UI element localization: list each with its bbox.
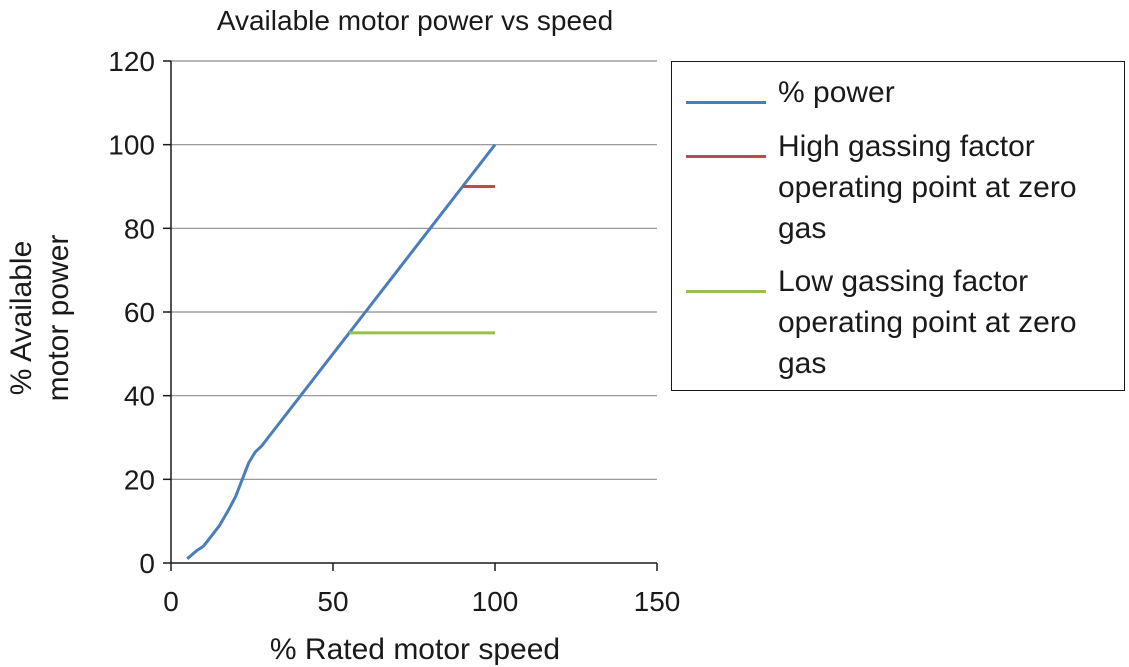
legend: % power High gassing factor operating po… (671, 61, 1125, 391)
y-tick-label-100: 100 (108, 130, 155, 161)
y-tick-label-40: 40 (124, 381, 155, 412)
y-tick-label-0: 0 (139, 548, 155, 579)
legend-swatch-high-gassing (686, 155, 766, 158)
x-axis-label: % Rated motor speed (270, 633, 560, 666)
legend-entry-high-gassing: High gassing factor operating point at z… (686, 126, 1116, 249)
legend-label-low-gassing: Low gassing factor operating point at ze… (778, 265, 1077, 380)
y-axis-label-line-2: motor power (42, 235, 75, 402)
x-tick-label-150: 150 (634, 586, 681, 617)
x-tick-label-50: 50 (317, 586, 348, 617)
y-tick-label-60: 60 (124, 297, 155, 328)
legend-entry-power: % power (686, 72, 1116, 113)
series-line-0 (186, 143, 497, 560)
legend-swatch-low-gassing (686, 290, 766, 293)
y-tick-labels: 0 20 40 60 80 100 120 (108, 46, 155, 579)
y-tick-label-80: 80 (124, 213, 155, 244)
legend-label-high-gassing: High gassing factor operating point at z… (778, 130, 1077, 245)
x-tick-label-0: 0 (163, 586, 179, 617)
y-tick-label-120: 120 (108, 46, 155, 77)
legend-label-power: % power (778, 76, 895, 109)
x-tick-label-100: 100 (472, 586, 519, 617)
series-lines (186, 143, 497, 560)
y-axis-label-line-1: % Available (5, 241, 38, 396)
chart-title: Available motor power vs speed (217, 5, 613, 36)
y-tick-label-20: 20 (124, 464, 155, 495)
legend-swatch-power (686, 101, 766, 104)
gridlines (171, 60, 657, 480)
y-axis-label: % Available motor power (5, 235, 75, 402)
legend-entry-low-gassing: Low gassing factor operating point at ze… (686, 261, 1116, 384)
x-tick-labels: 0 50 100 150 (163, 586, 680, 617)
axes (163, 60, 658, 571)
